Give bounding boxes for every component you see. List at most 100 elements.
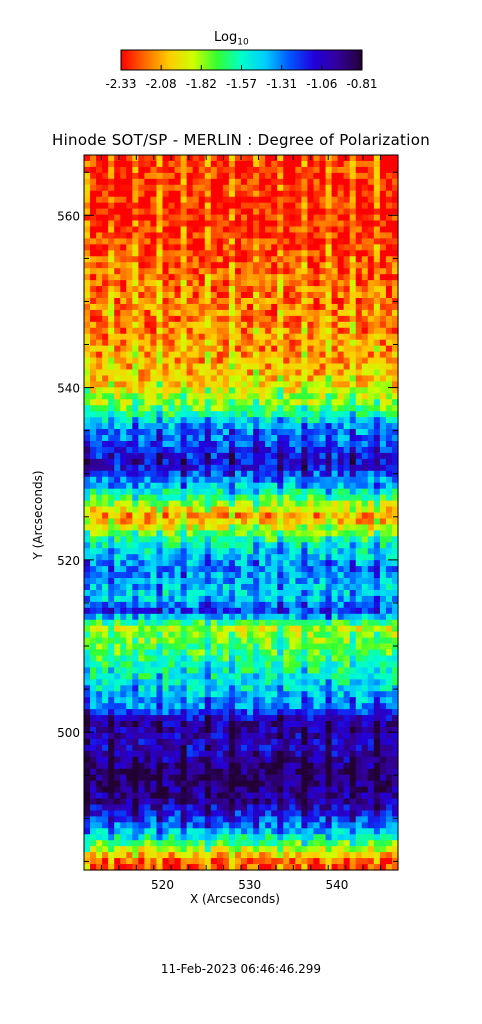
heatmap-cell (168, 625, 176, 633)
heatmap-cell (307, 417, 315, 424)
heatmap-cell (108, 518, 115, 526)
heatmap-cell (385, 518, 393, 526)
heatmap-cell (168, 595, 176, 603)
heatmap-cell (277, 625, 284, 633)
heatmap-cell (126, 345, 133, 353)
heatmap-cell (277, 643, 284, 651)
heatmap-cell (102, 589, 109, 597)
heatmap-cell (283, 560, 290, 567)
heatmap-cell (295, 715, 302, 722)
heatmap-cell (277, 315, 284, 323)
heatmap-cell (301, 679, 309, 686)
heatmap-cell (331, 339, 339, 347)
heatmap-cell (120, 363, 127, 371)
heatmap-cell (114, 530, 121, 537)
heatmap-cell (391, 357, 399, 365)
heatmap-cell (265, 423, 272, 430)
heatmap-cell (361, 637, 369, 645)
heatmap-cell (307, 607, 315, 615)
heatmap-cell (228, 202, 236, 210)
heatmap-cell (174, 321, 182, 329)
heatmap-cell (186, 327, 194, 335)
heatmap-cell (277, 494, 284, 502)
heatmap-cell (385, 500, 393, 508)
heatmap-cell (186, 238, 194, 245)
heatmap-cell (150, 655, 158, 663)
heatmap-cell (313, 691, 321, 698)
heatmap-cell (241, 649, 248, 657)
heatmap-cell (289, 554, 296, 561)
heatmap-cell (265, 274, 272, 281)
heatmap-cell (337, 607, 345, 615)
heatmap-cell (331, 309, 339, 317)
heatmap-cell (301, 208, 309, 216)
heatmap-cell (102, 607, 109, 615)
heatmap-cell (114, 464, 121, 472)
heatmap-cell (271, 256, 278, 263)
heatmap-cell (228, 190, 236, 198)
heatmap-cell (343, 446, 351, 454)
heatmap-cell (210, 715, 218, 722)
heatmap-cell (198, 613, 206, 621)
heatmap-cell (162, 303, 170, 311)
heatmap-cell (271, 661, 278, 669)
heatmap-cell (361, 309, 369, 317)
heatmap-cell (283, 262, 290, 269)
heatmap-cell (204, 274, 212, 281)
heatmap-cell (216, 166, 224, 174)
heatmap-cell (385, 172, 393, 180)
heatmap-cell (331, 262, 339, 269)
heatmap-cell (228, 584, 236, 591)
heatmap-cell (385, 339, 393, 347)
heatmap-cell (234, 631, 242, 639)
heatmap-cell (349, 631, 357, 639)
heatmap-cell (216, 631, 224, 639)
heatmap-cell (192, 584, 200, 591)
heatmap-cell (204, 333, 212, 341)
heatmap-cell (247, 226, 254, 234)
heatmap-cell (204, 476, 212, 484)
heatmap-cell (307, 178, 315, 186)
heatmap-cell (186, 578, 194, 585)
heatmap-cell (325, 411, 333, 418)
heatmap-cell (120, 423, 127, 430)
heatmap-cell (301, 333, 309, 341)
heatmap-cell (349, 464, 357, 472)
heatmap-cell (174, 536, 182, 543)
heatmap-cell (228, 280, 236, 287)
heatmap-cell (271, 452, 278, 460)
heatmap-cell (301, 625, 309, 633)
heatmap-cell (222, 417, 230, 424)
heatmap-cell (391, 589, 399, 597)
heatmap-cell (289, 655, 296, 663)
heatmap-cell (198, 560, 206, 567)
heatmap-cell (373, 524, 381, 531)
heatmap-cell (126, 244, 133, 251)
heatmap-cell (349, 613, 357, 621)
heatmap-cell (102, 542, 109, 549)
heatmap-cell (313, 333, 321, 341)
heatmap-cell (102, 238, 109, 245)
heatmap-cell (331, 208, 339, 216)
heatmap-cell (391, 607, 399, 615)
heatmap-cell (277, 709, 284, 716)
heatmap-cell (222, 649, 230, 657)
heatmap-cell (216, 470, 224, 478)
heatmap-cell (391, 530, 399, 537)
heatmap-cell (144, 417, 152, 424)
heatmap-cell (253, 524, 260, 531)
heatmap-cell (355, 238, 363, 245)
heatmap-cell (295, 363, 302, 371)
heatmap-cell (391, 345, 399, 353)
heatmap-cell (277, 238, 284, 245)
heatmap-cell (277, 357, 284, 365)
heatmap-cell (313, 637, 321, 645)
heatmap-cell (295, 655, 302, 663)
heatmap-cell (289, 709, 296, 716)
heatmap-cell (90, 625, 97, 633)
heatmap-cell (222, 446, 230, 454)
heatmap-cell (108, 649, 115, 657)
heatmap-cell (259, 292, 266, 299)
heatmap-cell (96, 321, 103, 329)
heatmap-cell (355, 625, 363, 633)
